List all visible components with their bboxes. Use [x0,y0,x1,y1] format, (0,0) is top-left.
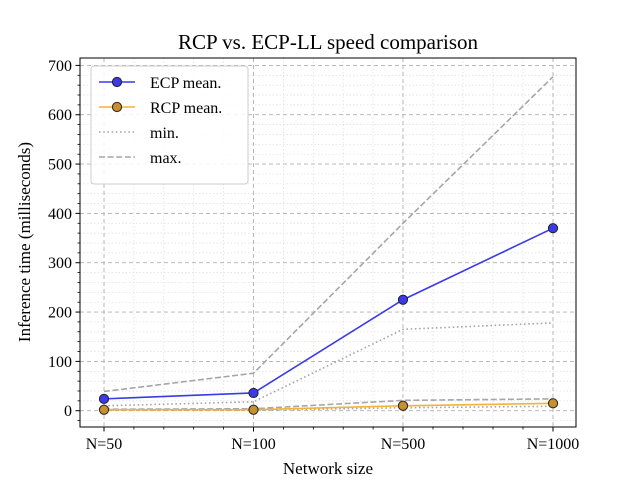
y-tick-label: 300 [48,255,72,272]
y-tick-label: 100 [48,354,72,371]
y-tick-label: 500 [48,157,72,174]
legend-box [90,65,249,185]
y-axis-label: Inference time (milliseconds) [15,142,34,342]
x-tick-label: N=100 [231,436,276,453]
legend: ECP mean. RCP mean. min. max. [90,65,249,185]
y-tick-label: 700 [48,58,72,75]
series-line-rcp-min [104,405,554,412]
series-layer [98,76,559,415]
data-point [248,404,259,415]
data-point [547,223,559,234]
y-tick-label: 400 [48,206,72,223]
x-tick-label: N=1000 [527,436,580,453]
series-line-max [103,76,554,393]
legend-label: ECP mean. [150,75,221,92]
data-point [98,393,110,404]
data-point [397,400,409,411]
ticks: 0 100 200 300 400 500 600 700 N=50 N=100 N=500 N=10… [48,58,579,453]
legend-marker [111,101,123,113]
data-point [248,387,259,399]
legend-label: RCP mean. [150,100,222,117]
minor-grid [80,58,576,427]
x-tick-label: N=50 [86,436,123,453]
y-tick-label: 0 [64,403,72,420]
legend-label: min. [150,125,179,142]
data-point [98,404,110,415]
y-tick-label: 600 [48,107,72,124]
plot-frame [79,57,577,428]
series-line-rcp-mean [104,402,554,411]
y-tick-label: 200 [48,305,72,322]
legend-marker [111,76,123,88]
data-point [397,294,409,305]
x-tick-label: N=500 [381,436,426,453]
data-point [547,398,559,409]
chart-title: RCP vs. ECP-LL speed comparison [178,30,479,54]
major-grid [80,58,576,427]
series-line-min [103,322,554,407]
series-line-ecp-mean [103,227,554,400]
x-axis-label: Network size [283,459,373,478]
legend-label: max. [150,150,182,167]
